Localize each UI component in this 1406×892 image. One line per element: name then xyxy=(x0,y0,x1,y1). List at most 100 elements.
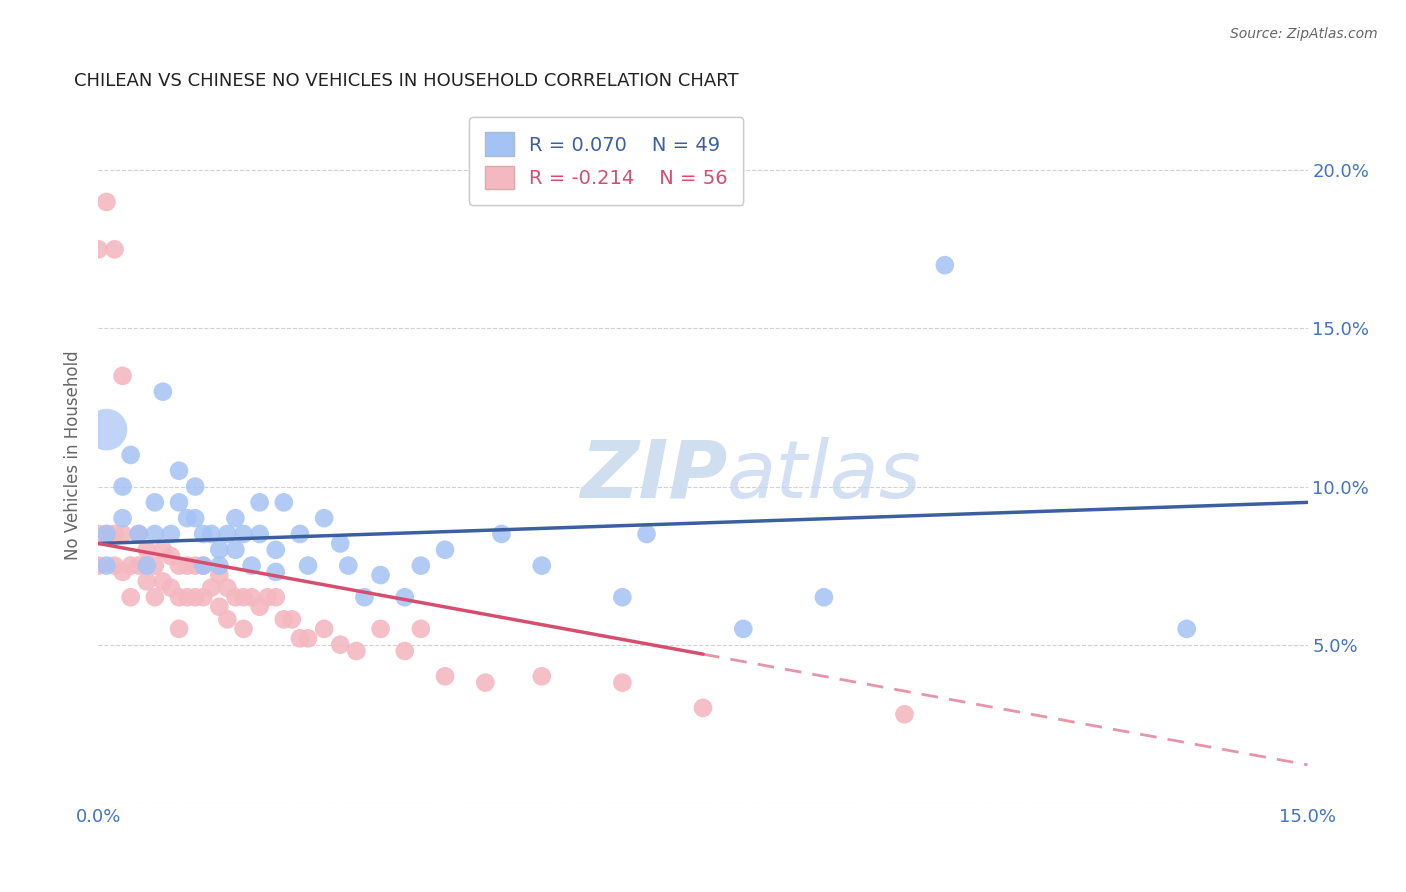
Point xyxy=(370,568,392,582)
Point xyxy=(208,568,231,582)
Point xyxy=(135,558,157,573)
Point xyxy=(370,622,392,636)
Point xyxy=(434,542,457,557)
Point xyxy=(232,591,254,605)
Point xyxy=(96,423,118,437)
Point xyxy=(224,511,246,525)
Point xyxy=(409,622,432,636)
Point xyxy=(103,243,125,257)
Point xyxy=(193,558,215,573)
Point xyxy=(217,612,239,626)
Point xyxy=(120,558,142,573)
Point xyxy=(297,558,319,573)
Point xyxy=(184,591,207,605)
Point xyxy=(288,632,311,646)
Point xyxy=(193,558,215,573)
Point xyxy=(394,644,416,658)
Point xyxy=(273,495,295,509)
Point xyxy=(135,542,157,557)
Point xyxy=(96,194,118,209)
Point xyxy=(474,675,496,690)
Point xyxy=(143,591,166,605)
Point xyxy=(297,632,319,646)
Point xyxy=(256,591,278,605)
Point xyxy=(184,558,207,573)
Point xyxy=(176,558,198,573)
Point xyxy=(491,527,513,541)
Point xyxy=(103,527,125,541)
Point xyxy=(314,511,336,525)
Point xyxy=(176,591,198,605)
Point xyxy=(813,591,835,605)
Point xyxy=(128,527,150,541)
Point xyxy=(232,622,254,636)
Point xyxy=(167,591,190,605)
Point xyxy=(160,581,183,595)
Point xyxy=(394,591,416,605)
Point xyxy=(111,479,134,493)
Point xyxy=(264,591,287,605)
Point xyxy=(111,527,134,541)
Point xyxy=(264,565,287,579)
Legend: R = 0.070    N = 49, R = -0.214    N = 56: R = 0.070 N = 49, R = -0.214 N = 56 xyxy=(470,117,744,205)
Point xyxy=(288,527,311,541)
Point xyxy=(143,558,166,573)
Point xyxy=(281,612,304,626)
Point xyxy=(344,644,367,658)
Point xyxy=(87,243,110,257)
Y-axis label: No Vehicles in Household: No Vehicles in Household xyxy=(65,350,83,560)
Point xyxy=(337,558,360,573)
Point xyxy=(240,591,263,605)
Point xyxy=(530,558,553,573)
Point xyxy=(208,558,231,573)
Point xyxy=(120,448,142,462)
Point xyxy=(96,527,118,541)
Point xyxy=(264,542,287,557)
Point xyxy=(96,558,118,573)
Point xyxy=(111,511,134,525)
Point xyxy=(193,591,215,605)
Point xyxy=(200,527,222,541)
Point xyxy=(329,638,352,652)
Point xyxy=(612,591,634,605)
Point xyxy=(329,536,352,550)
Point xyxy=(217,527,239,541)
Point xyxy=(120,591,142,605)
Point xyxy=(240,558,263,573)
Point xyxy=(184,479,207,493)
Point xyxy=(934,258,956,272)
Point xyxy=(160,527,183,541)
Point xyxy=(434,669,457,683)
Point xyxy=(636,527,658,541)
Point xyxy=(143,495,166,509)
Text: Source: ZipAtlas.com: Source: ZipAtlas.com xyxy=(1230,27,1378,41)
Point xyxy=(409,558,432,573)
Point xyxy=(135,574,157,589)
Point xyxy=(96,527,118,541)
Point xyxy=(232,527,254,541)
Point xyxy=(249,527,271,541)
Point xyxy=(184,511,207,525)
Point xyxy=(152,574,174,589)
Point xyxy=(692,701,714,715)
Text: ZIP: ZIP xyxy=(579,437,727,515)
Point xyxy=(1175,622,1198,636)
Point xyxy=(353,591,375,605)
Point xyxy=(143,527,166,541)
Point xyxy=(176,511,198,525)
Point xyxy=(152,384,174,399)
Point xyxy=(167,558,190,573)
Point xyxy=(208,542,231,557)
Point xyxy=(111,565,134,579)
Point xyxy=(273,612,295,626)
Point xyxy=(200,581,222,595)
Point xyxy=(249,495,271,509)
Point xyxy=(314,622,336,636)
Point xyxy=(193,527,215,541)
Point xyxy=(128,558,150,573)
Point xyxy=(87,527,110,541)
Point xyxy=(128,527,150,541)
Point xyxy=(217,581,239,595)
Text: CHILEAN VS CHINESE NO VEHICLES IN HOUSEHOLD CORRELATION CHART: CHILEAN VS CHINESE NO VEHICLES IN HOUSEH… xyxy=(75,72,740,90)
Point xyxy=(530,669,553,683)
